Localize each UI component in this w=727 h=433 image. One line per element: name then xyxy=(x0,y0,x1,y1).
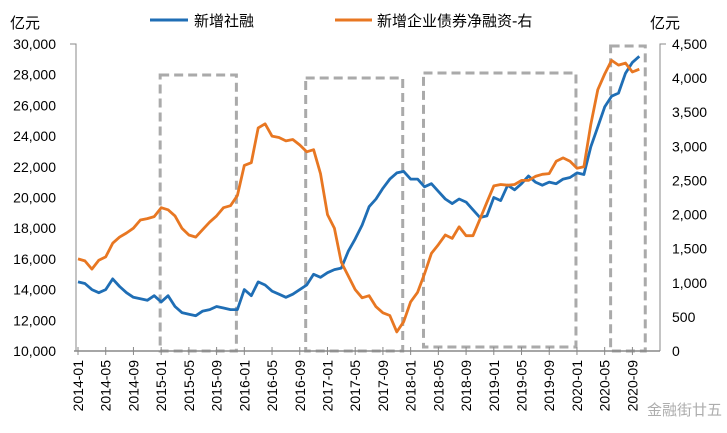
right-axis-line xyxy=(659,43,666,351)
x-tick-label: 2015-05 xyxy=(181,360,197,412)
legend: 新增社融 新增企业债券净融资-右 xyxy=(150,12,532,30)
left-tick-label: 14,000 xyxy=(13,282,56,298)
legend-label-bond: 新增企业债券净融资-右 xyxy=(377,12,532,30)
left-tick-label: 16,000 xyxy=(13,251,56,267)
x-tick-label: 2014-01 xyxy=(70,360,86,412)
highlight-box xyxy=(158,73,238,353)
left-axis-unit: 亿元 xyxy=(10,14,40,32)
highlight-box xyxy=(304,76,405,353)
x-tick-label: 2014-05 xyxy=(98,360,114,412)
right-tick-label: 2,000 xyxy=(672,207,707,223)
x-tick-label: 2017-01 xyxy=(319,360,335,412)
highlight-box xyxy=(422,71,578,349)
right-tick-label: 4,500 xyxy=(672,36,707,52)
highlight-boxes xyxy=(158,44,647,353)
legend-label-tsf: 新增社融 xyxy=(194,12,254,30)
x-tick-label: 2020-01 xyxy=(569,360,585,412)
x-tick-label: 2016-05 xyxy=(264,360,280,412)
x-tick-label: 2019-09 xyxy=(541,360,557,412)
right-tick-label: 4,000 xyxy=(672,70,707,86)
x-tick-label: 2017-05 xyxy=(347,360,363,412)
series-line-tsf xyxy=(77,55,641,318)
axes: 10,000 12,000 14,000 16,000 18,000 20,000 22,0… xyxy=(13,36,707,411)
x-tick-label: 2015-09 xyxy=(209,360,225,412)
highlight-box xyxy=(609,44,647,353)
left-tick-label: 18,000 xyxy=(13,220,56,236)
right-tick-label: 500 xyxy=(672,309,696,325)
x-tick-label: 2015-01 xyxy=(153,360,169,412)
left-tick-label: 26,000 xyxy=(13,97,56,113)
left-tick-label: 12,000 xyxy=(13,312,56,328)
right-tick-label: 2,500 xyxy=(672,172,707,188)
series-lines xyxy=(77,55,641,334)
left-tick-label: 24,000 xyxy=(13,128,56,144)
x-tick-label: 2018-09 xyxy=(458,360,474,412)
left-tick-label: 30,000 xyxy=(13,36,56,52)
right-tick-label: 0 xyxy=(672,343,680,359)
left-axis-line xyxy=(70,43,77,351)
left-tick-label: 20,000 xyxy=(13,190,56,206)
watermark: 金融街廿五 xyxy=(647,401,722,419)
right-axis-unit: 亿元 xyxy=(650,14,680,32)
left-tick-label: 10,000 xyxy=(13,343,56,359)
left-tick-label: 22,000 xyxy=(13,159,56,175)
right-tick-label: 3,500 xyxy=(672,104,707,120)
left-tick-label: 28,000 xyxy=(13,67,56,83)
series-line-bond xyxy=(77,59,640,334)
x-tick-label: 2018-01 xyxy=(403,360,419,412)
x-tick-label: 2014-09 xyxy=(125,360,141,412)
x-tick-label: 2016-01 xyxy=(236,360,252,412)
x-tick-label: 2017-09 xyxy=(375,360,391,412)
x-tick-label: 2020-05 xyxy=(597,360,613,412)
x-tick-label: 2019-01 xyxy=(486,360,502,412)
x-tick-label: 2020-09 xyxy=(624,360,640,412)
x-tick-label: 2018-05 xyxy=(430,360,446,412)
right-tick-label: 3,000 xyxy=(672,138,707,154)
right-tick-label: 1,000 xyxy=(672,275,707,291)
right-tick-label: 1,500 xyxy=(672,241,707,257)
x-tick-label: 2016-09 xyxy=(292,360,308,412)
x-tick-label: 2019-05 xyxy=(514,360,530,412)
